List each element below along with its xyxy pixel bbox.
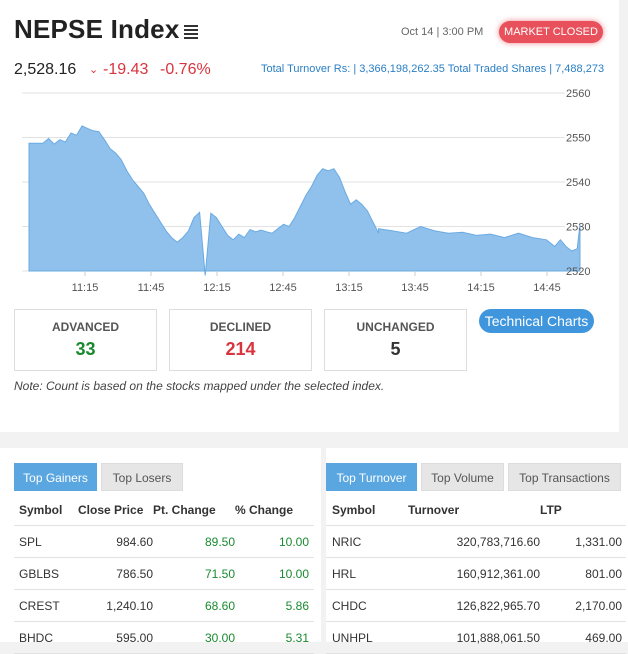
symbol-cell[interactable]: GBLBS [14,557,78,590]
turnover-tabs: Top Turnover Top Volume Top Transactions [326,463,628,491]
pct-change-cell: 10.00 [235,557,314,590]
index-value: 2,528.16 [14,61,77,78]
menu-icon[interactable] [184,25,198,39]
declined-count: 214 [225,339,256,359]
page-title: NEPSE Index [14,14,180,44]
declined-stat: DECLINED 214 [169,309,312,371]
table-row[interactable]: BHDC 595.00 30.00 5.31 [14,621,314,654]
ltp-cell: 1,331.00 [540,525,626,558]
table-row[interactable]: UNHPL 101,888,061.50 469.00 [326,621,626,654]
turnover-cell: 160,912,361.00 [408,557,540,590]
tab-top-transactions[interactable]: Top Transactions [508,463,621,491]
y-tick-label: 2530 [566,222,590,234]
column-header-ltp[interactable]: LTP [540,494,626,526]
table-header-row: Symbol Close Price Pt. Change % Change [14,494,314,526]
index-note: Note: Count is based on the stocks mappe… [14,379,385,393]
table-row[interactable]: HRL 160,912,361.00 801.00 [326,557,626,590]
x-tick-label: 13:45 [401,282,429,294]
table-header-row: Symbol Turnover LTP [326,494,626,526]
x-tick-label: 13:15 [335,282,363,294]
unchanged-count: 5 [390,339,401,359]
symbol-cell[interactable]: SPL [14,525,78,558]
tab-top-turnover[interactable]: Top Turnover [326,463,417,491]
turnover-summary: Total Turnover Rs: | 3,366,198,262.35 To… [261,63,605,75]
turnover-cell: 126,822,965.70 [408,589,540,622]
pct-change-cell: 5.86 [235,589,314,622]
y-tick-label: 2520 [566,266,590,278]
symbol-cell[interactable]: UNHPL [326,621,408,654]
y-tick-label: 2560 [566,88,590,100]
advanced-count: 33 [75,339,96,359]
table-row[interactable]: CHDC 126,822,965.70 2,170.00 [326,589,626,622]
pt-change-cell: 30.00 [153,621,235,654]
pt-change-cell: 71.50 [153,557,235,590]
pct-change-cell: 5.31 [235,621,314,654]
symbol-cell[interactable]: CHDC [326,589,408,622]
symbol-cell[interactable]: HRL [326,557,408,590]
index-percent-change: -0.76% [160,61,211,78]
unchanged-label: UNCHANGED [356,320,435,334]
x-tick-label: 12:15 [203,282,231,294]
pt-change-cell: 68.60 [153,589,235,622]
advanced-label: ADVANCED [51,320,120,334]
tab-top-volume[interactable]: Top Volume [421,463,504,491]
ltp-cell: 801.00 [540,557,626,590]
ltp-cell: 469.00 [540,621,626,654]
symbol-cell[interactable]: BHDC [14,621,78,654]
close-price-cell: 595.00 [78,621,153,654]
index-chart[interactable]: 2560 2550 2540 2530 2520 11:15 11:45 12:15 12:4… [0,85,619,300]
unchanged-stat: UNCHANGED 5 [324,309,467,371]
pct-change-cell: 10.00 [235,525,314,558]
y-tick-label: 2550 [566,133,590,145]
column-header-pct-change[interactable]: % Change [235,494,314,526]
gainers-tabs: Top Gainers Top Losers [14,463,314,491]
ltp-cell: 2,170.00 [540,589,626,622]
column-header-symbol[interactable]: Symbol [326,494,408,526]
close-price-cell: 1,240.10 [78,589,153,622]
x-tick-label: 12:45 [269,282,297,294]
table-row[interactable]: SPL 984.60 89.50 10.00 [14,525,314,558]
chevron-down-icon: ⌄ [89,64,99,76]
column-header-pt-change[interactable]: Pt. Change [153,494,235,526]
column-header-symbol[interactable]: Symbol [14,494,78,526]
table-row[interactable]: GBLBS 786.50 71.50 10.00 [14,557,314,590]
tab-top-gainers[interactable]: Top Gainers [14,463,97,491]
tab-top-losers[interactable]: Top Losers [101,463,183,491]
pt-change-cell: 89.50 [153,525,235,558]
turnover-cell: 101,888,061.50 [408,621,540,654]
turnover-cell: 320,783,716.60 [408,525,540,558]
index-card: NEPSE Index Oct 14 | 3:00 PM MARKET CLOS… [0,0,619,432]
advanced-stat: ADVANCED 33 [14,309,157,371]
gainers-table: Symbol Close Price Pt. Change % Change S… [14,494,314,654]
column-header-turnover[interactable]: Turnover [408,494,540,526]
table-row[interactable]: CREST 1,240.10 68.60 5.86 [14,589,314,622]
index-area-series [28,125,581,276]
close-price-cell: 786.50 [78,557,153,590]
x-tick-label: 11:15 [72,282,99,294]
declined-label: DECLINED [209,320,272,334]
index-point-change: -19.43 [103,61,149,78]
close-price-cell: 984.60 [78,525,153,558]
x-tick-label: 14:15 [467,282,495,294]
symbol-cell[interactable]: NRIC [326,525,408,558]
symbol-cell[interactable]: CREST [14,589,78,622]
table-row[interactable]: NRIC 320,783,716.60 1,331.00 [326,525,626,558]
turnover-table: Symbol Turnover LTP NRIC 320,783,716.60 … [326,494,626,654]
market-datetime: Oct 14 | 3:00 PM [401,26,484,38]
technical-charts-button[interactable]: Technical Charts [479,309,594,333]
x-tick-label: 11:45 [138,282,165,294]
column-header-close-price[interactable]: Close Price [78,494,153,526]
market-status-badge: MARKET CLOSED [499,21,603,43]
y-tick-label: 2540 [566,177,590,189]
x-tick-label: 14:45 [533,282,561,294]
